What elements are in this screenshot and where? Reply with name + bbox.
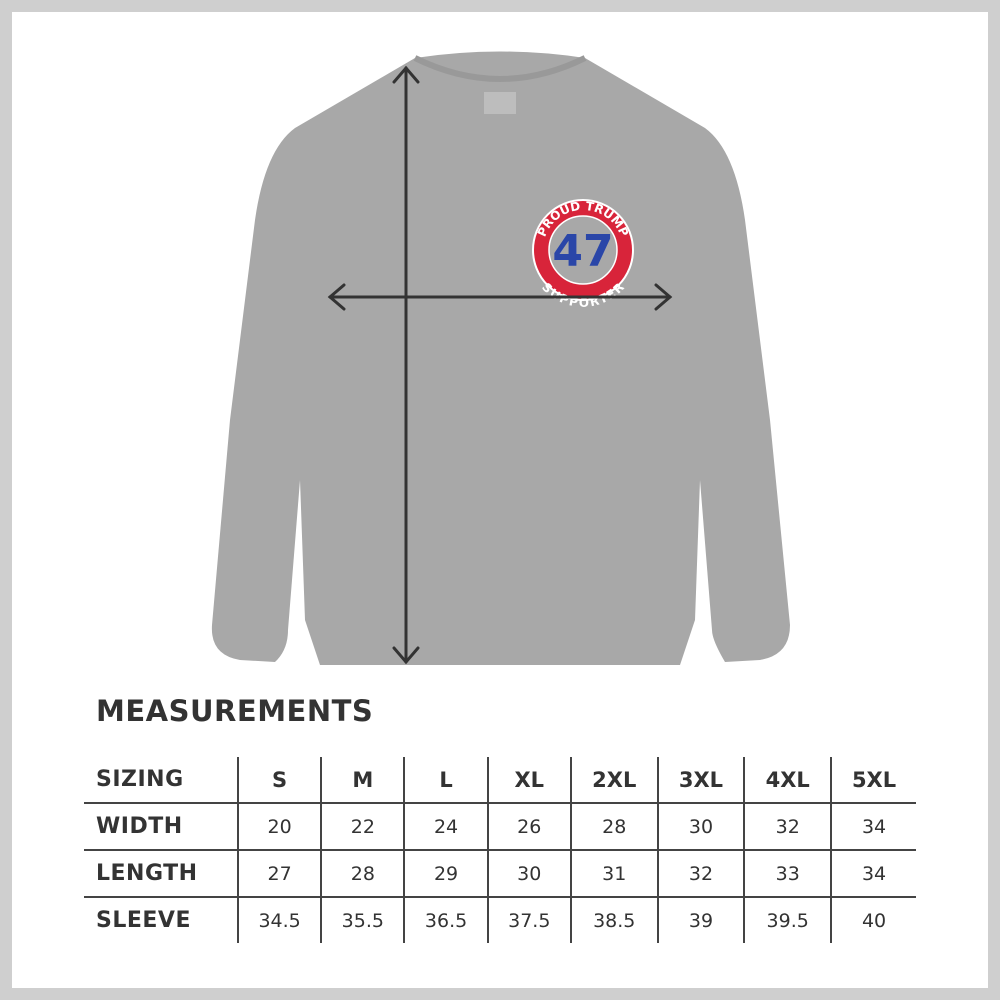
row-label: SIZING — [84, 757, 238, 804]
row-label: SLEEVE — [96, 908, 191, 933]
table-row: LENGTH 27 28 29 30 31 32 33 34 — [84, 850, 916, 898]
table-cell: 35.5 — [320, 897, 405, 943]
table-cell: S — [236, 757, 322, 804]
table-cell: 26 — [486, 803, 571, 851]
table-header-row: SIZING S M L XL 2XL 3XL 4XL 5XL — [84, 757, 916, 804]
table-cell: 39 — [656, 897, 745, 943]
size-chart-table: SIZING S M L XL 2XL 3XL 4XL 5XL WIDTH 20 22 24 26 28 30… — [84, 757, 916, 943]
table-cell: 32 — [656, 850, 745, 898]
table-cell: 20 — [236, 803, 322, 851]
table-cell: 22 — [320, 803, 405, 851]
table-cell: 37.5 — [486, 897, 571, 943]
table-cell: XL — [486, 757, 571, 804]
neck-label — [484, 92, 516, 114]
table-cell: M — [320, 757, 405, 804]
table-cell: 34 — [830, 850, 916, 898]
chest-logo: PROUD TRUMP SUPPORTER 47 — [532, 199, 634, 310]
table-cell: 38.5 — [569, 897, 658, 943]
table-cell: 34 — [830, 803, 916, 851]
table-cell: 28 — [569, 803, 658, 851]
table-cell: 28 — [320, 850, 405, 898]
svg-text:47: 47 — [552, 226, 613, 277]
table-row: SLEEVE 34.5 35.5 36.5 37.5 38.5 39 39.5 40 — [84, 897, 916, 943]
table-cell: 33 — [743, 850, 832, 898]
table-cell: 39.5 — [743, 897, 832, 943]
measurement-arrows — [327, 65, 673, 665]
table-cell: 40 — [830, 897, 916, 943]
table-cell: 36.5 — [403, 897, 488, 943]
table-row: WIDTH 20 22 24 26 28 30 32 34 — [84, 803, 916, 851]
sweatshirt-body — [211, 51, 790, 665]
table-cell: L — [403, 757, 488, 804]
table-cell: 2XL — [569, 757, 658, 804]
table-cell: 27 — [236, 850, 322, 898]
table-cell: 5XL — [830, 757, 916, 804]
table-cell: 4XL — [743, 757, 832, 804]
table-cell: 24 — [403, 803, 488, 851]
table-cell: 30 — [486, 850, 571, 898]
row-label: WIDTH — [84, 803, 238, 851]
table-cell: 3XL — [656, 757, 745, 804]
row-label: LENGTH — [84, 850, 238, 898]
table-cell: 30 — [656, 803, 745, 851]
table-cell: 31 — [569, 850, 658, 898]
table-cell: 32 — [743, 803, 832, 851]
table-cell: 34.5 — [236, 897, 322, 943]
measurements-title: MEASUREMENTS — [96, 694, 374, 728]
table-cell: 29 — [403, 850, 488, 898]
